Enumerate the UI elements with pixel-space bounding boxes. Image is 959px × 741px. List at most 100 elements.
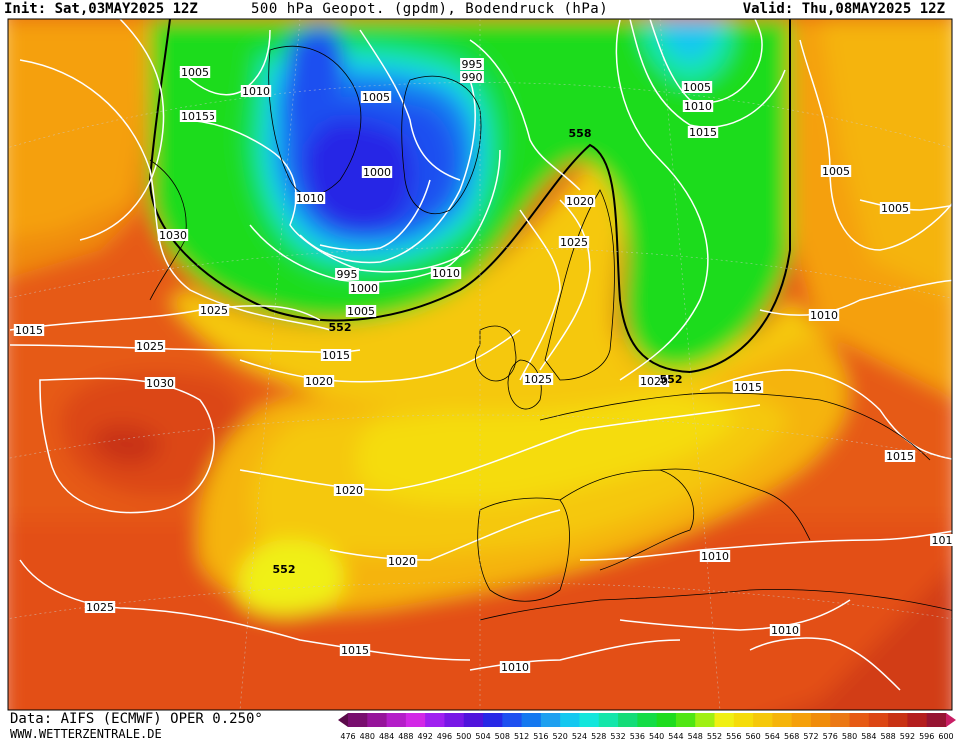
data-source: Data: AIFS (ECMWF) OPER 0.250° [10,711,263,727]
colorbar-swatch [926,713,947,727]
isobar-label: 1015 [339,644,371,657]
colorbar-swatch [405,713,426,727]
colorbar-tick-label: 596 [919,732,934,741]
geopotential-label-text: 552 [329,321,352,334]
isobar-label: 1000 [348,282,380,295]
colorbar-tick-label: 532 [610,732,625,741]
isobar-label: 1010 [808,309,840,322]
isobar-label-text: 995 [337,268,358,281]
colorbar-tick-label: 560 [745,732,760,741]
website-url: WWW.WETTERZENTRALE.DE [10,727,162,741]
colorbar-tick-label: 592 [900,732,915,741]
colorbar-tick-label: 528 [591,732,606,741]
colorbar-swatch [560,713,580,727]
isobar-label: 1010 [430,267,462,280]
isobar-label: 1000 [361,166,393,179]
isobar-label-text: 1025 [200,304,228,317]
colorbar-swatch [463,713,484,727]
isobar-label-text: 1030 [146,377,174,390]
isobar-label-text: 1020 [388,555,416,568]
isobar-label-text: 1025 [560,236,588,249]
geopotential-label-text: 558 [569,127,592,140]
colorbar-swatch [907,713,928,727]
isobar-label-text: 995 [462,58,483,71]
colorbar-swatch [772,713,793,727]
isobar-label: 1020 [333,484,365,497]
isobar-label: 1020 [303,375,335,388]
isobar-label: 1010 [699,550,731,563]
isobar-label-text: 1020 [566,195,594,208]
label-layer: 1005 1010 1015 1030 1025 1015 1025 1030 1015 1020… [13,58,954,674]
isobar-label: 1020 [386,555,418,568]
isobar-label: 1010 [682,100,714,113]
colorbar-tick-label: 504 [475,732,490,741]
colorbar-swatch [386,713,407,727]
coastlines [149,45,952,621]
isobar-label: 1025 [134,340,166,353]
isobar-label: 1015 [320,349,352,362]
isobar-label: 1010 [499,661,531,674]
colorbar-tick-label: 480 [360,732,375,741]
isobar-label-text: 1010 [701,550,729,563]
colorbar-swatch [637,713,658,727]
isobar-label-text: 1005 [347,305,375,318]
colorbar-tick-label: 524 [572,732,587,741]
isobar-label-text: 1015 [886,450,914,463]
isobar-label-text: 1010 [432,267,460,280]
isobar-label-text: 1005 [683,81,711,94]
colorbar-swatch [675,713,696,727]
isobar-label-text: 1015 [341,644,369,657]
colorbar-swatch [946,713,956,727]
isobar-label-text: 1015 [322,349,350,362]
isobar-label-text: 990 [462,71,483,84]
isobar-label-text: 1025 [86,601,114,614]
colorbar-swatch [367,713,388,727]
isobar-label-text: 1020 [640,375,668,388]
isobar-label-text: 1015 [734,381,762,394]
isobar-label-text: 1025 [524,373,552,386]
colorbar-tick-label: 488 [398,732,413,741]
colorbar-swatch [830,713,851,727]
isobar-label-text: 1010 [296,192,324,205]
isobar-label: 1025 [198,304,230,317]
isobar-label: 101 [930,534,954,547]
colorbar-tick-label: 564 [765,732,780,741]
isobar-label-text: 1015 [15,324,43,337]
isobar-label: 995 [335,268,359,281]
isobar-label: 1015 [13,324,45,337]
geopotential-label: 552 [329,321,352,334]
isobar-label: 1025 [522,373,554,386]
isobar-label-text: 1005 [362,91,390,104]
colorbar-swatch [521,713,542,727]
isobar-label: 1005 [179,66,211,79]
isobar-label: 1015 [179,110,211,123]
isobar-label: 1005 [345,305,377,318]
valid-time: Valid: Thu,08MAY2025 12Z [742,1,945,17]
isobar-label: 1010 [294,192,326,205]
colorbar-tick-label: 520 [553,732,568,741]
colorbar-tick-label: 492 [418,732,433,741]
isobar-label: 1025 [84,601,116,614]
colorbar-tick-label: 600 [938,732,953,741]
colorbar-tick-label: 588 [880,732,895,741]
colorbar-tick-label: 536 [630,732,645,741]
isobar-label-text: 1005 [822,165,850,178]
isobar-label: 1010 [240,85,272,98]
isobar-label: 1005 [879,202,911,215]
geopotential-label-text: 552 [660,373,683,386]
colorbar-tick-label: 556 [726,732,741,741]
colorbar-swatch [791,713,812,727]
colorbar-swatch [733,713,754,727]
isobar-label: 1020 [564,195,596,208]
colorbar-swatch [714,713,735,727]
colorbar-tick-label: 572 [803,732,818,741]
colorbar-tick-label: 508 [495,732,510,741]
isobar-label-text: 1030 [159,229,187,242]
isobar-label-text: 1020 [335,484,363,497]
geopotential-label: 558 [569,127,592,140]
colorbar-tick-label: 584 [861,732,876,741]
colorbar-swatch [579,713,600,727]
colorbar-tick-label: 544 [668,732,683,741]
